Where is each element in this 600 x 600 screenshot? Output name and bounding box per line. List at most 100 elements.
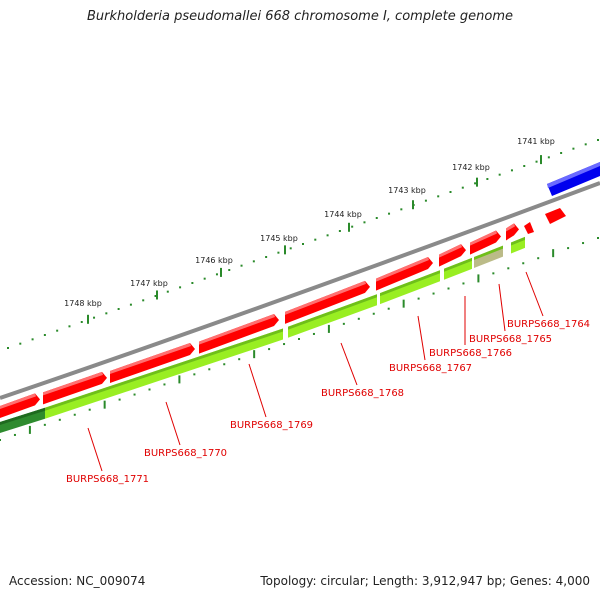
ruler-dot bbox=[363, 221, 366, 224]
cds-feature bbox=[110, 342, 195, 383]
ruler-dot bbox=[449, 191, 452, 193]
ruler-labels: 1741 kbp 1742 kbp 1743 kbp 1744 kbp 1745 kbp… bbox=[64, 137, 555, 308]
inner-ruler-tick bbox=[238, 358, 241, 361]
ruler-major-tick bbox=[540, 155, 542, 165]
ruler-dot bbox=[93, 316, 96, 319]
accession-text: Accession: NC_009074 bbox=[9, 574, 146, 588]
inner-ruler-tick bbox=[73, 413, 76, 416]
inner-ruler-tick bbox=[118, 398, 121, 401]
ruler-dot bbox=[351, 225, 354, 228]
ruler-dot bbox=[7, 347, 9, 349]
gene-label: BURPS668_1764 bbox=[507, 319, 590, 330]
inner-ruler-tick bbox=[402, 299, 405, 308]
gene-label: BURPS668_1769 bbox=[230, 420, 313, 431]
gene-label: BURPS668_1771 bbox=[66, 474, 149, 485]
inner-ruler-tick bbox=[432, 292, 435, 295]
ruler-dot bbox=[215, 273, 218, 276]
inner-ruler-tick bbox=[447, 287, 450, 290]
ruler-major-ticks bbox=[87, 155, 542, 324]
gene-highlight bbox=[474, 245, 503, 261]
label-leader-line bbox=[248, 363, 267, 418]
ruler-dot bbox=[179, 286, 182, 289]
cds-highlight bbox=[0, 393, 36, 409]
ruler-dot bbox=[105, 312, 108, 315]
map-title: Burkholderia pseudomallei 668 chromosome… bbox=[86, 9, 514, 24]
ruler-dot bbox=[326, 234, 329, 237]
gene-highlight bbox=[0, 407, 45, 425]
cds-track bbox=[0, 208, 566, 418]
cds-highlight bbox=[199, 313, 275, 345]
cds-feature bbox=[0, 393, 40, 418]
inner-ruler-tick bbox=[372, 312, 375, 315]
ruler-dot bbox=[203, 277, 206, 280]
gene-track bbox=[0, 236, 525, 433]
inner-ruler-tick bbox=[178, 375, 181, 384]
ruler-major-tick bbox=[284, 245, 286, 255]
ruler-dot bbox=[68, 325, 71, 328]
ruler-dot bbox=[166, 290, 169, 293]
inner-ruler-tick bbox=[148, 388, 151, 391]
ruler-dot bbox=[572, 147, 575, 150]
ruler-dot bbox=[486, 178, 489, 180]
ruler-dot bbox=[597, 139, 599, 141]
ruler-dot bbox=[265, 256, 268, 258]
inner-ruler-tick bbox=[298, 338, 300, 340]
ruler-dot bbox=[302, 243, 304, 245]
inner-ruler-tick bbox=[582, 242, 585, 245]
backbone-track bbox=[0, 181, 600, 400]
blue-feature bbox=[547, 162, 600, 196]
inner-ruler-tick bbox=[0, 439, 1, 441]
ruler-tick-label: 1742 kbp bbox=[452, 163, 490, 172]
ruler-major-tick bbox=[220, 267, 222, 277]
ruler-tick-label: 1746 kbp bbox=[195, 256, 233, 265]
inner-ruler-ticks bbox=[0, 237, 599, 441]
ruler-major-tick bbox=[156, 290, 158, 300]
gene-label: BURPS668_1767 bbox=[389, 363, 472, 374]
gene-highlight bbox=[444, 257, 472, 272]
ruler-dot bbox=[498, 173, 501, 176]
ruler-dot bbox=[338, 230, 341, 232]
inner-ruler-tick bbox=[253, 350, 256, 359]
inner-ruler-tick bbox=[477, 274, 480, 283]
inner-ruler-tick bbox=[312, 332, 315, 335]
cds-feature bbox=[470, 230, 501, 255]
inner-ruler-tick bbox=[133, 393, 136, 396]
label-leaders bbox=[87, 271, 544, 472]
ruler-dot bbox=[191, 282, 194, 284]
inner-ruler-tick bbox=[492, 272, 495, 275]
ruler-dot bbox=[43, 334, 46, 336]
inner-ruler-tick bbox=[283, 343, 286, 346]
inner-ruler-tick bbox=[597, 237, 599, 239]
inner-ruler-tick bbox=[342, 322, 345, 325]
ruler-tick-label: 1745 kbp bbox=[260, 234, 298, 243]
gene-labels: BURPS668_1764 BURPS668_1765 BURPS668_1766 B… bbox=[66, 319, 590, 485]
gene-highlight bbox=[45, 328, 283, 411]
ruler-dot bbox=[560, 152, 563, 154]
inner-ruler-tick bbox=[88, 408, 91, 411]
ruler-dot bbox=[437, 195, 440, 198]
ruler-dot bbox=[252, 260, 255, 263]
ruler-tick-label: 1741 kbp bbox=[517, 137, 555, 146]
ruler-dot bbox=[289, 247, 292, 250]
cds-highlight bbox=[470, 230, 497, 246]
inner-ruler-tick bbox=[327, 324, 330, 333]
ruler-dot bbox=[240, 264, 243, 267]
ruler-dot bbox=[142, 299, 145, 302]
inner-ruler-tick bbox=[268, 348, 271, 351]
ruler-dot bbox=[277, 251, 280, 254]
cds-feature bbox=[524, 222, 534, 234]
inner-ruler-tick bbox=[163, 383, 166, 386]
ruler-dot bbox=[228, 269, 231, 271]
ruler-dot bbox=[154, 295, 157, 297]
inner-ruler-tick bbox=[507, 267, 510, 270]
cds-highlight bbox=[506, 223, 515, 232]
cds-highlight bbox=[43, 371, 103, 396]
cds-highlight bbox=[285, 280, 366, 315]
cds-highlight bbox=[110, 342, 191, 374]
ruler-tick-label: 1744 kbp bbox=[324, 210, 362, 219]
ruler-dot bbox=[584, 143, 587, 146]
inner-ruler-tick bbox=[387, 307, 390, 310]
ruler-major-tick bbox=[476, 177, 478, 187]
ruler-minor-ticks bbox=[7, 139, 599, 349]
inner-ruler-tick bbox=[537, 257, 540, 260]
